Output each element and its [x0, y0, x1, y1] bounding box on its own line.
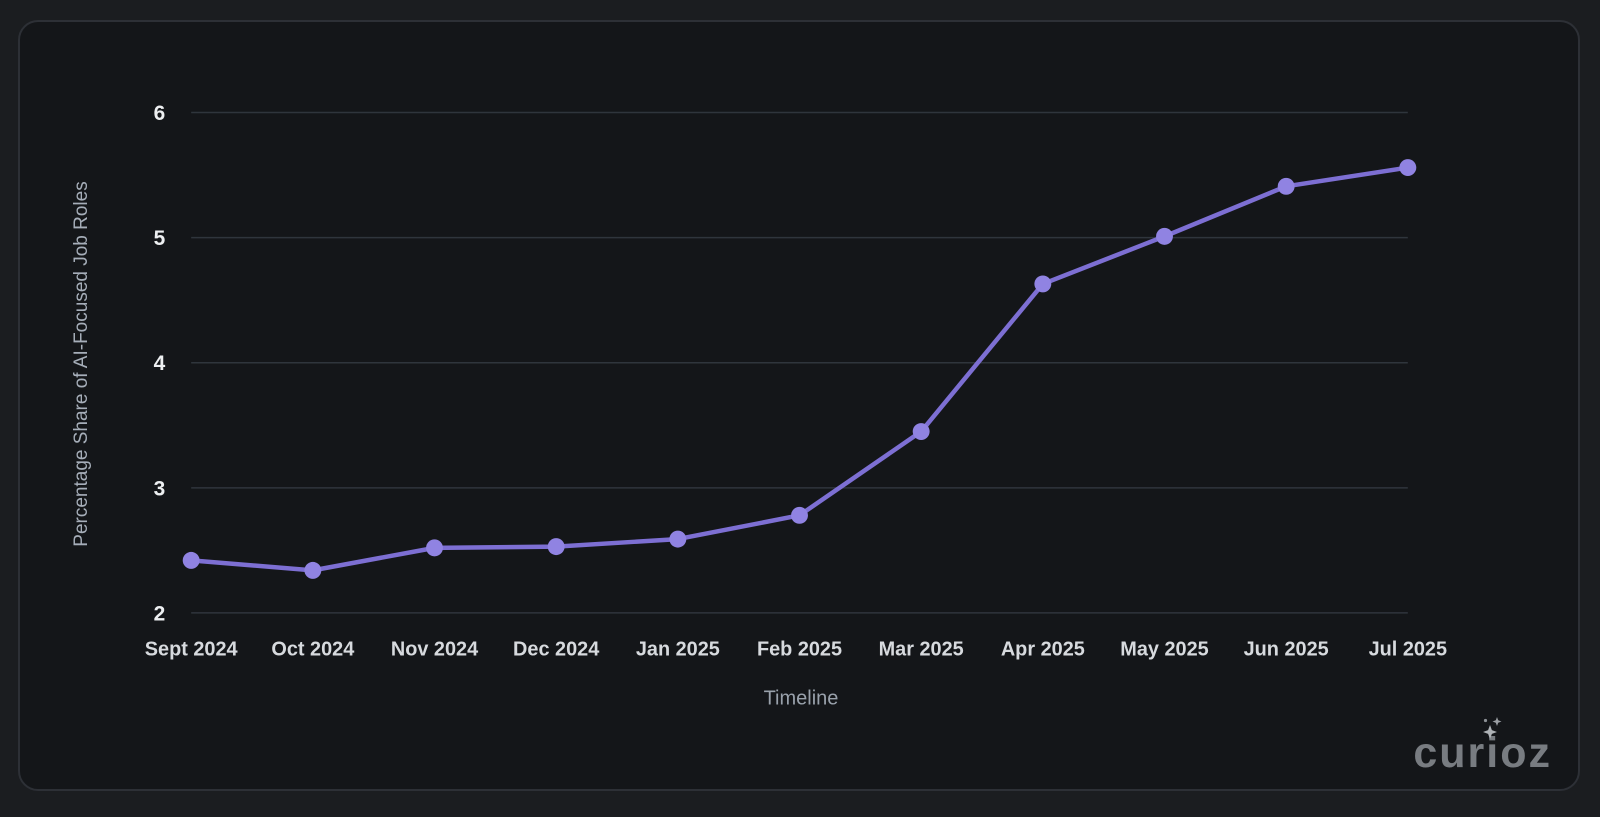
- y-axis-title: Percentage Share of AI-Focused Job Roles: [71, 181, 92, 547]
- x-axis-tick-label: Dec 2024: [513, 639, 599, 661]
- data-point: [426, 539, 443, 557]
- chart-card: 2 3 4 5 6 Sept 2024 Oct 2024 Nov 2024 Dec 2024 Ja…: [18, 20, 1580, 791]
- data-point: [182, 551, 200, 569]
- y-axis-tick-label: 5: [154, 227, 166, 250]
- x-axis-tick-label: Sept 2024: [145, 639, 238, 661]
- x-axis-tick-label: Jun 2025: [1244, 639, 1329, 661]
- data-point: [1399, 159, 1417, 177]
- data-point: [912, 423, 930, 440]
- y-axis-tick-label: 4: [154, 352, 166, 375]
- x-axis-tick-label: May 2025: [1120, 639, 1208, 661]
- data-point: [1156, 227, 1173, 245]
- x-axis-tick-label: Jan 2025: [636, 639, 720, 661]
- data-point: [1034, 275, 1052, 293]
- brand-text: curioz: [1413, 729, 1552, 777]
- data-point: [791, 506, 808, 524]
- data-point: [547, 538, 565, 556]
- x-axis-tick-label: Feb 2025: [757, 639, 842, 661]
- x-axis-tick-label: Jul 2025: [1369, 639, 1447, 661]
- line-chart: 2 3 4 5 6 Sept 2024 Oct 2024 Nov 2024 Dec 2024 Ja…: [145, 102, 1447, 661]
- x-axis-title: Timeline: [763, 687, 839, 710]
- x-axis-tick-label: Oct 2024: [271, 639, 354, 661]
- y-axis-tick-label: 3: [154, 477, 166, 500]
- y-axis-tick-label: 6: [154, 102, 166, 125]
- y-axis-tick-label: 2: [154, 602, 166, 625]
- data-point: [669, 530, 687, 548]
- data-point: [1277, 177, 1295, 195]
- x-axis-tick-label: Mar 2025: [879, 639, 964, 661]
- sparkle-icon: [1477, 708, 1507, 739]
- x-axis-tick-label: Apr 2025: [1001, 639, 1085, 661]
- data-point: [304, 561, 322, 579]
- brand-logo: curioz: [1413, 717, 1552, 777]
- x-axis-tick-label: Nov 2024: [391, 639, 478, 661]
